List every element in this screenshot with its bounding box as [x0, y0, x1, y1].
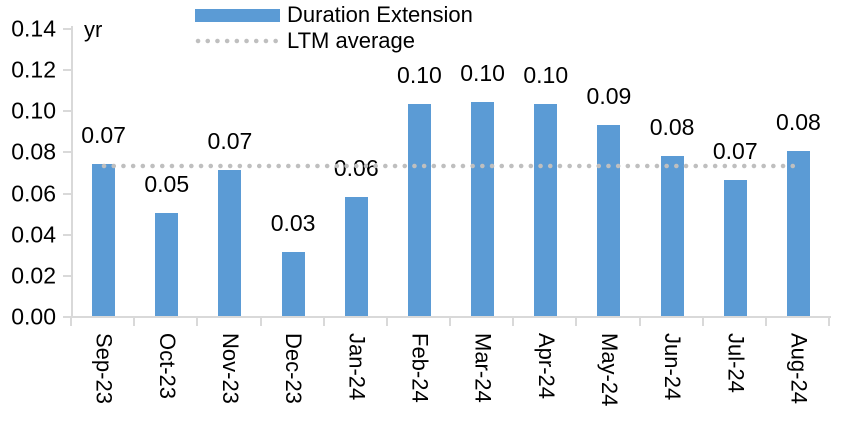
y-tick-label: 0.14 — [11, 15, 56, 42]
legend-label-duration-extension: Duration Extension — [287, 2, 473, 27]
x-tick-mark — [575, 318, 578, 326]
y-tick-label: 0.08 — [11, 138, 56, 165]
bar-series-swatch-icon — [195, 8, 280, 22]
x-tick-mark — [70, 318, 72, 326]
y-tick-label: 0.00 — [11, 303, 56, 330]
x-axis-line — [71, 316, 831, 318]
bar-value-label: 0.10 — [460, 60, 505, 86]
y-axis-unit-label: yr — [84, 17, 103, 42]
y-tick-mark — [63, 110, 71, 113]
y-tick-mark — [63, 151, 71, 154]
legend-item-ltm-average: LTM average — [195, 29, 415, 53]
legend-item-duration-extension: Duration Extension — [195, 3, 473, 27]
x-axis-label: Sep-23 — [91, 333, 117, 404]
x-axis-label: Apr-24 — [533, 333, 559, 400]
y-tick-label: 0.02 — [11, 262, 56, 289]
bar-value-label: 0.08 — [649, 114, 695, 140]
x-axis-label: Mar-24 — [470, 333, 496, 403]
bar-value-label: 0.09 — [586, 83, 632, 109]
x-axis-label: Feb-24 — [407, 333, 433, 403]
x-axis-label: Jun-24 — [660, 333, 686, 401]
bar-oct-23 — [155, 213, 179, 316]
y-tick-mark — [63, 233, 71, 236]
x-axis-label: Nov-23 — [217, 333, 243, 404]
bar-mar-24 — [471, 102, 495, 316]
x-tick-mark — [322, 318, 325, 326]
y-tick-mark — [63, 274, 71, 277]
x-tick-mark — [196, 318, 199, 326]
x-axis-label: Jan-24 — [344, 333, 370, 401]
bar-value-label: 0.07 — [207, 128, 253, 154]
y-tick-mark — [63, 316, 71, 318]
bar-jun-24 — [660, 156, 684, 316]
bar-value-label: 0.10 — [523, 62, 569, 88]
x-tick-mark — [701, 318, 704, 326]
y-tick-mark — [63, 69, 71, 72]
x-tick-mark — [512, 318, 515, 326]
y-tick-label: 0.12 — [11, 56, 56, 83]
y-tick-label: 0.06 — [11, 180, 56, 207]
x-axis-label: Dec-23 — [281, 333, 307, 404]
bar-feb-24 — [407, 104, 431, 316]
ltm-average-line — [101, 163, 802, 169]
x-axis-label: Jul-24 — [723, 333, 749, 393]
legend-label-ltm-average: LTM average — [287, 28, 415, 53]
bar-dec-23 — [281, 252, 305, 316]
x-tick-mark — [828, 318, 830, 326]
y-tick-label: 0.04 — [11, 221, 56, 248]
x-tick-mark — [133, 318, 136, 326]
bar-jul-24 — [723, 180, 747, 316]
y-tick-mark — [63, 28, 71, 30]
bar-value-label: 0.05 — [144, 171, 190, 197]
x-axis-label: Aug-24 — [786, 333, 812, 404]
bar-nov-23 — [218, 170, 242, 316]
bar-value-label: 0.08 — [776, 109, 821, 135]
bar-value-label: 0.03 — [270, 210, 316, 236]
x-axis-label: May-24 — [596, 333, 622, 407]
y-tick-mark — [63, 192, 71, 195]
bar-sep-23 — [92, 164, 116, 316]
x-tick-mark — [259, 318, 262, 326]
bar-aug-24 — [786, 151, 810, 316]
x-tick-mark — [764, 318, 767, 326]
x-axis-label: Oct-23 — [154, 333, 180, 400]
x-tick-mark — [638, 318, 641, 326]
x-tick-mark — [385, 318, 388, 326]
bar-value-label: 0.07 — [712, 138, 758, 164]
y-axis-line — [71, 26, 73, 318]
dotted-line-swatch-icon — [195, 38, 280, 44]
y-tick-label: 0.10 — [11, 97, 56, 124]
bar-apr-24 — [534, 104, 558, 316]
bar-jan-24 — [344, 197, 368, 316]
bar-value-label: 0.07 — [81, 122, 126, 148]
bar-may-24 — [597, 125, 621, 316]
x-tick-mark — [449, 318, 451, 326]
bar-value-label: 0.10 — [397, 62, 442, 88]
